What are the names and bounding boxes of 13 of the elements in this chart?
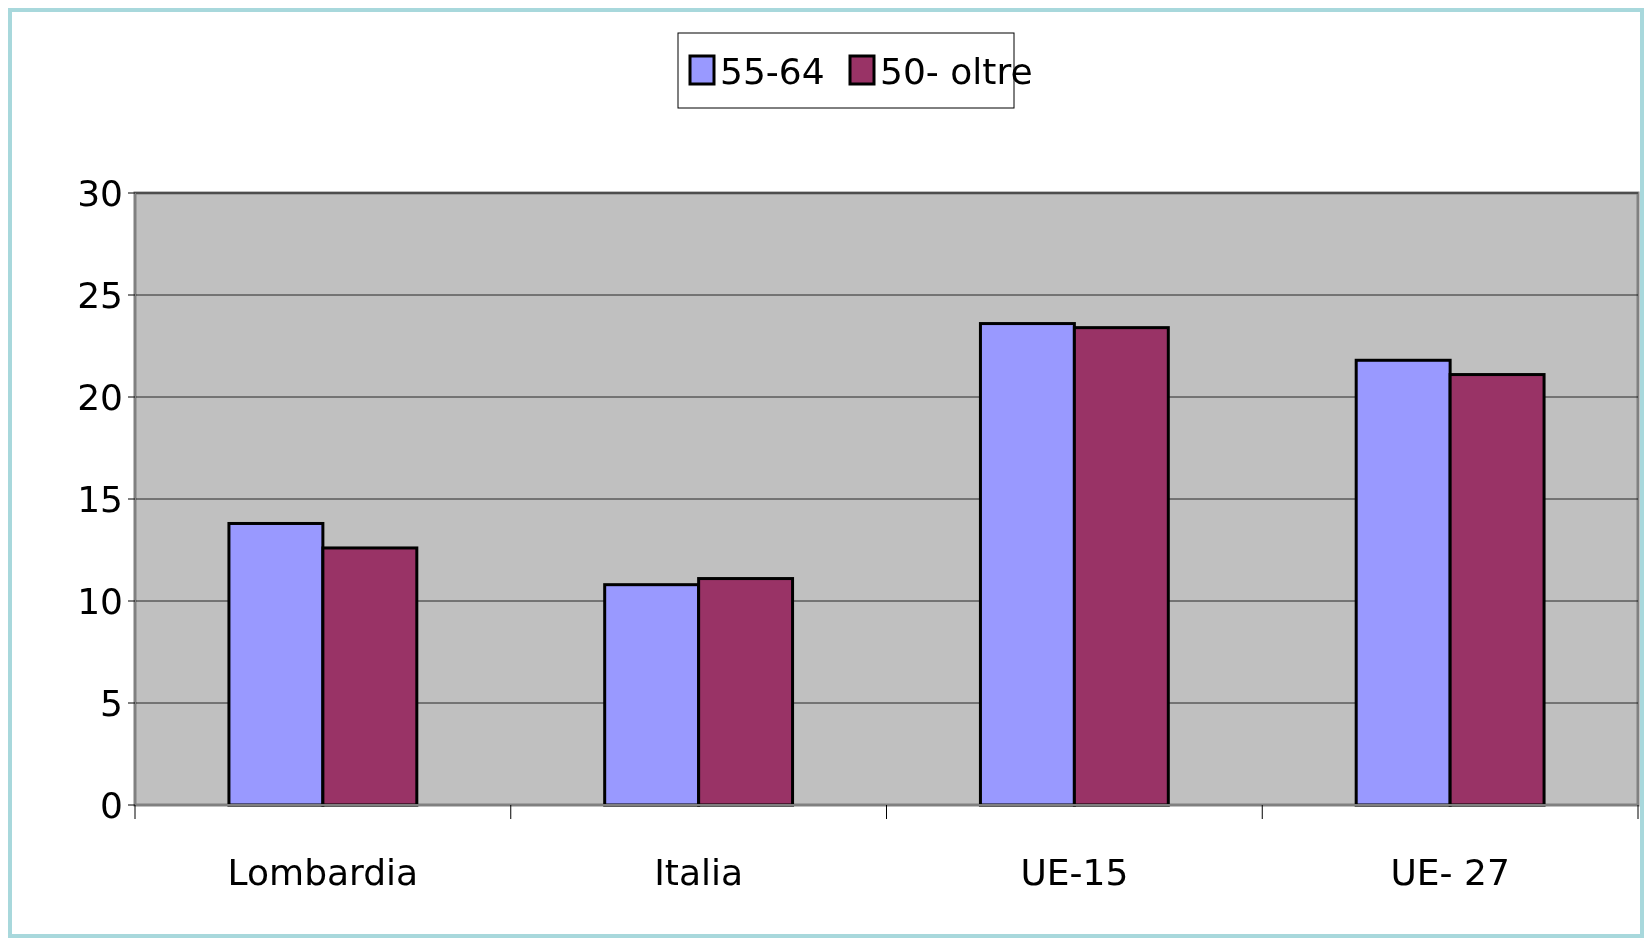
y-tick-label: 15	[77, 478, 123, 520]
x-tick-label: Italia	[654, 852, 744, 893]
y-tick-label: 30	[77, 172, 123, 214]
y-tick-label: 20	[77, 376, 123, 418]
x-tick-label: UE- 27	[1390, 852, 1510, 893]
legend-label: 50- oltre	[880, 50, 1033, 92]
x-tick-label: UE-15	[1020, 852, 1129, 893]
y-tick-label: 25	[77, 274, 123, 316]
y-tick-label: 10	[77, 580, 123, 622]
y-tick-label: 0	[100, 784, 123, 826]
legend-label: 55-64	[720, 50, 825, 92]
x-tick-label: Lombardia	[227, 852, 419, 893]
y-tick-label: 5	[100, 682, 123, 724]
